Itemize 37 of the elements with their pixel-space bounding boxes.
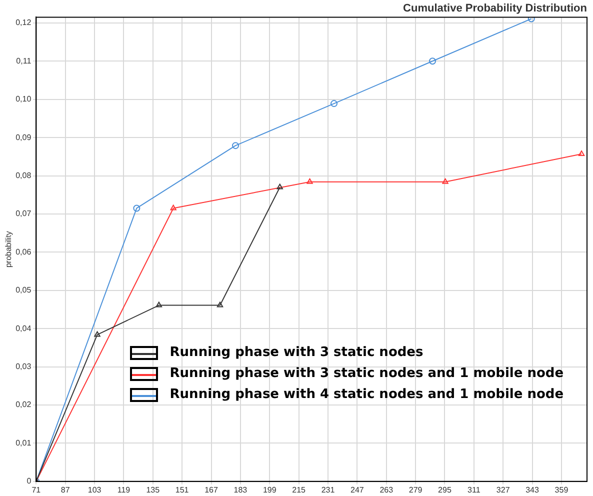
y-tick-label: 0,10 — [16, 94, 32, 104]
y-tick-label: 0 — [26, 476, 32, 486]
x-tick-label: 327 — [496, 485, 510, 494]
y-axis-title: probability — [4, 231, 14, 268]
legend-label: Running phase with 3 static nodes and 1 mobile node — [170, 366, 564, 382]
y-tick-label: 0,06 — [16, 247, 32, 256]
x-tick-label: 343 — [526, 485, 540, 494]
x-tick-label: 87 — [60, 485, 70, 494]
x-tick-label: 103 — [88, 485, 102, 494]
x-tick-label: 167 — [204, 485, 218, 494]
x-tick-label: 279 — [408, 485, 423, 494]
legend-label: Running phase with 4 static nodes and 1 mobile node — [170, 387, 564, 402]
x-tick-label: 71 — [32, 485, 42, 494]
x-tick-label: 247 — [350, 485, 364, 494]
x-tick-label: 215 — [292, 485, 306, 494]
x-tick-label: 151 — [175, 485, 190, 494]
x-tick-label: 263 — [380, 485, 394, 494]
chart-title: Cumulative Probability Distribution — [403, 2, 588, 15]
x-tick-label: 119 — [117, 485, 131, 494]
y-tick-label: 0,09 — [16, 132, 32, 142]
y-tick-label: 0,05 — [16, 286, 32, 295]
y-tick-label: 0,11 — [16, 56, 32, 66]
x-tick-label: 135 — [146, 485, 160, 494]
y-tick-label: 0,08 — [16, 170, 32, 180]
x-tick-label: 231 — [321, 485, 336, 494]
x-tick-label: 295 — [438, 485, 452, 494]
x-tick-label: 183 — [234, 485, 248, 494]
y-tick-label: 0,07 — [16, 209, 32, 218]
y-tick-label: 0,12 — [16, 18, 32, 28]
x-tick-label: 359 — [554, 485, 569, 494]
legend-label: Running phase with 3 static nodes — [170, 345, 424, 360]
y-tick-label: 0,04 — [16, 324, 32, 333]
y-tick-label: 0,02 — [16, 400, 32, 410]
x-tick-label: 199 — [262, 485, 277, 494]
y-tick-label: 0,01 — [16, 438, 32, 448]
y-tick-label: 0,03 — [16, 362, 32, 371]
x-tick-label: 311 — [468, 485, 481, 494]
